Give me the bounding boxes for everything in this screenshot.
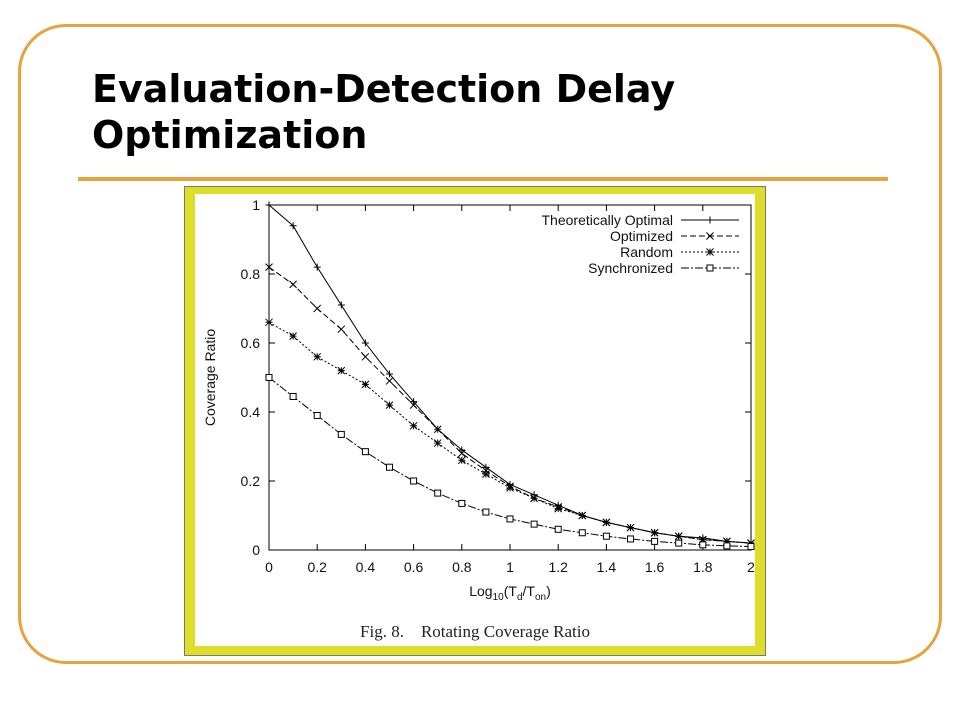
data-point-random (578, 511, 587, 520)
legend-marker-theoretically-optimal (706, 216, 714, 224)
y-tick-label: 0.8 (241, 266, 261, 282)
data-point-theoretically-optimal (361, 339, 369, 347)
y-tick-label: 0 (252, 542, 260, 558)
data-point-random (554, 504, 563, 513)
coverage-ratio-chart: 0 0.2 0.4 0.6 0.8 1 1.2 1.4 1.6 1.8 2 0 0.2 0.4 0.6 0.8… (202, 197, 755, 603)
figure-panel: 0 0.2 0.4 0.6 0.8 1 1.2 1.4 1.6 1.8 2 0 0.2 0.4 0.6 0.8… (195, 194, 755, 646)
plot-frame (268, 204, 752, 551)
data-point-theoretically-optimal (313, 263, 321, 271)
y-tick-label: 0.2 (241, 473, 261, 489)
legend-marker-synchronized (706, 264, 714, 272)
data-point-synchronized (627, 535, 634, 543)
data-point-synchronized (675, 539, 683, 547)
title-underline (78, 177, 888, 181)
data-point-random (265, 318, 273, 327)
data-point-synchronized (289, 392, 297, 400)
legend-label-synchronized: Synchronized (588, 260, 673, 276)
data-point-synchronized (578, 529, 586, 537)
data-point-synchronized (554, 525, 562, 533)
legend-label-theoretically-optimal: Theoretically Optimal (542, 212, 674, 228)
data-point-theoretically-optimal (410, 398, 418, 406)
data-point-synchronized (313, 411, 321, 419)
legend-marker-random (706, 248, 714, 256)
data-point-theoretically-optimal (337, 301, 345, 309)
data-point-random (313, 352, 322, 361)
x-tick-label: 1.8 (693, 559, 713, 575)
data-point-random (698, 535, 707, 544)
data-point-theoretically-optimal (289, 222, 297, 230)
data-point-random (457, 456, 466, 465)
legend-label-optimized: Optimized (610, 228, 673, 244)
legend-marker-optimized (706, 232, 714, 240)
x-tick-label: 1.6 (645, 559, 665, 575)
data-point-random (530, 494, 538, 503)
data-point-random (602, 518, 611, 527)
x-tick-label: 1.2 (548, 559, 568, 575)
data-point-random (433, 439, 442, 447)
data-point-random (289, 332, 297, 340)
data-point-random (626, 523, 635, 532)
data-point-theoretically-optimal (482, 463, 490, 471)
figure-caption-label: Fig. 8. (360, 622, 404, 641)
data-point-optimized (313, 304, 322, 313)
data-point-optimized (385, 377, 394, 385)
x-tick-label: 0 (265, 559, 273, 575)
data-point-optimized (289, 280, 297, 289)
data-point-synchronized (747, 543, 755, 551)
data-point-theoretically-optimal (386, 370, 393, 378)
data-point-synchronized (723, 542, 731, 550)
data-point-optimized (409, 401, 418, 409)
legend-label-random: Random (620, 244, 673, 260)
data-point-synchronized (482, 508, 490, 516)
figure-caption: Fig. 8. Rotating Coverage Ratio (195, 622, 755, 642)
data-point-theoretically-optimal (458, 446, 466, 454)
data-point-synchronized (651, 537, 659, 545)
data-point-synchronized (337, 430, 345, 438)
data-point-synchronized (361, 448, 369, 456)
data-point-random (674, 532, 683, 541)
data-point-optimized (433, 425, 442, 434)
y-axis-label: Coverage Ratio (202, 329, 218, 426)
data-point-synchronized (530, 520, 538, 528)
y-tick-label: 0.4 (241, 404, 261, 420)
data-point-synchronized (602, 532, 610, 540)
slide-title: Evaluation-Detection Delay Optimization (92, 66, 872, 158)
data-point-theoretically-optimal (265, 201, 273, 209)
x-tick-label: 0.8 (452, 559, 472, 575)
data-point-random (650, 528, 659, 537)
x-axis-label: Log10(Td/Ton) (469, 583, 551, 603)
data-point-synchronized (458, 499, 466, 507)
data-point-random (482, 470, 490, 478)
data-point-optimized (265, 263, 273, 271)
slide-title-line2: Optimization (92, 113, 368, 157)
y-tick-label: 1 (252, 197, 260, 213)
slide-frame (18, 24, 942, 664)
data-point-optimized (457, 449, 466, 458)
y-tick-label: 0.6 (241, 335, 261, 351)
data-point-random (385, 401, 394, 409)
data-point-random (361, 380, 370, 389)
data-point-random (723, 537, 731, 546)
x-tick-label: 0.6 (404, 559, 424, 575)
data-point-random (409, 421, 418, 430)
data-point-synchronized (386, 463, 393, 471)
x-tick-label: 0.2 (307, 559, 327, 575)
data-point-synchronized (434, 489, 442, 497)
data-point-optimized (337, 325, 346, 334)
data-point-optimized (361, 352, 370, 361)
x-tick-label: 1 (506, 559, 514, 575)
data-point-random (337, 366, 346, 375)
x-tick-label: 2 (747, 559, 755, 575)
slide-title-line1: Evaluation-Detection Delay (92, 67, 676, 111)
data-point-synchronized (265, 374, 273, 381)
figure-box: 0 0.2 0.4 0.6 0.8 1 1.2 1.4 1.6 1.8 2 0 0.2 0.4 0.6 0.8… (184, 186, 766, 656)
data-point-synchronized (699, 541, 707, 549)
x-tick-label: 1.4 (597, 559, 617, 575)
x-tick-label: 0.4 (356, 559, 376, 575)
figure-caption-text: Rotating Coverage Ratio (420, 622, 590, 641)
data-point-random (506, 484, 514, 492)
data-point-synchronized (506, 515, 514, 523)
data-point-synchronized (410, 477, 418, 485)
